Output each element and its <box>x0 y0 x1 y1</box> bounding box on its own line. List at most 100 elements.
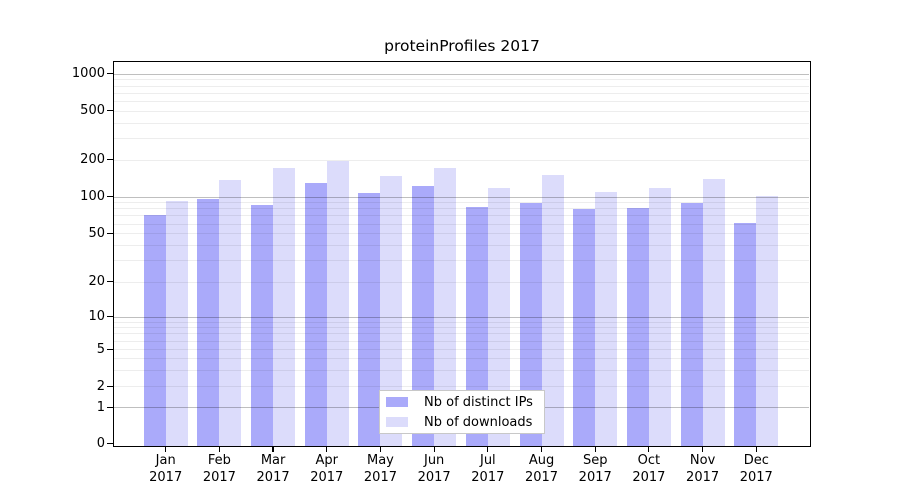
minor-gridline <box>114 260 809 262</box>
legend-label-distinct-ips: Nb of distinct IPs <box>424 394 533 410</box>
y-axis-tick-label: 100 <box>80 189 105 205</box>
x-tick-year: 2017 <box>202 469 236 485</box>
x-axis-tick-label: Jan 2017 <box>136 453 196 486</box>
bar-downloads-jan <box>165 201 188 446</box>
y-axis-tick-label: 1 <box>96 399 105 415</box>
major-gridline <box>114 196 809 198</box>
x-axis-tick-label: Feb 2017 <box>189 453 249 486</box>
major-gridline <box>114 73 809 75</box>
x-axis-tick-mark <box>326 447 328 453</box>
bar-downloads-sep <box>595 192 618 446</box>
x-tick-month: Dec <box>743 453 769 468</box>
x-tick-month: Jul <box>479 453 496 468</box>
bar-distinct-ips-oct <box>626 208 649 446</box>
bar-downloads-nov <box>702 179 725 446</box>
x-tick-month: Sep <box>582 453 608 468</box>
y-axis-tick-label: 0 <box>96 436 105 451</box>
bar-distinct-ips-jul <box>465 206 488 446</box>
minor-gridline <box>114 358 809 360</box>
x-tick-year: 2017 <box>578 469 612 485</box>
minor-gridline <box>114 138 809 140</box>
y-axis-tick-mark <box>106 110 113 112</box>
y-axis-tick-mark <box>106 348 113 350</box>
x-tick-month: Jan <box>155 453 176 468</box>
x-axis-tick-label: Nov 2017 <box>673 453 733 486</box>
minor-gridline <box>114 159 809 161</box>
bar-distinct-ips-jun <box>412 185 435 446</box>
x-tick-month: Oct <box>637 453 661 468</box>
bar-downloads-jul <box>487 188 510 446</box>
legend-item-distinct-ips: Nb of distinct IPs <box>386 395 544 410</box>
major-gridline <box>114 316 809 318</box>
y-axis-tick-mark <box>106 232 113 234</box>
legend-swatch-distinct-ips <box>386 397 408 407</box>
y-axis-tick-label: 200 <box>80 152 105 168</box>
bar-downloads-jun <box>434 167 457 446</box>
minor-gridline <box>114 85 809 87</box>
x-tick-year: 2017 <box>632 469 666 485</box>
x-tick-month: May <box>367 453 394 468</box>
y-axis-tick-mark <box>106 73 113 75</box>
x-tick-year: 2017 <box>524 469 559 485</box>
x-tick-year: 2017 <box>417 469 451 485</box>
y-axis-tick-label: 500 <box>80 103 105 119</box>
x-axis-tick-mark <box>433 447 435 453</box>
x-axis-tick-label: May 2017 <box>350 453 410 486</box>
x-tick-month: Aug <box>528 453 555 468</box>
y-axis-tick-mark <box>106 159 113 161</box>
minor-gridline <box>114 79 809 81</box>
bar-downloads-feb <box>219 179 242 446</box>
bar-downloads-aug <box>541 174 564 446</box>
minor-gridline <box>114 321 809 323</box>
minor-gridline <box>114 281 809 283</box>
x-tick-year: 2017 <box>363 469 397 485</box>
minor-gridline <box>114 208 809 210</box>
y-axis-tick-mark <box>106 406 113 408</box>
x-tick-year: 2017 <box>471 469 505 485</box>
minor-gridline <box>114 92 809 94</box>
bar-distinct-ips-aug <box>519 202 542 446</box>
y-axis-tick-label: 5 <box>96 341 105 357</box>
minor-gridline <box>114 101 809 103</box>
bar-distinct-ips-dec <box>734 222 757 446</box>
x-tick-year: 2017 <box>256 469 290 485</box>
y-axis-tick-mark <box>106 316 113 318</box>
x-axis-tick-mark <box>487 447 489 453</box>
x-tick-month: Nov <box>689 453 716 468</box>
x-axis-tick-mark <box>218 447 220 453</box>
minor-gridline <box>114 340 809 342</box>
x-axis-tick-mark <box>755 447 757 453</box>
minor-gridline <box>114 223 809 225</box>
x-tick-month: Apr <box>315 453 339 468</box>
bar-distinct-ips-nov <box>680 203 703 446</box>
minor-gridline <box>114 333 809 335</box>
x-axis-tick-label: Jul 2017 <box>458 453 518 486</box>
x-tick-year: 2017 <box>686 469 720 485</box>
x-tick-month: Feb <box>207 453 231 468</box>
minor-gridline <box>114 245 809 246</box>
bar-distinct-ips-apr <box>304 183 327 446</box>
bar-distinct-ips-sep <box>573 209 596 446</box>
y-axis-tick-mark <box>106 281 113 283</box>
bar-distinct-ips-may <box>358 192 381 446</box>
x-axis-tick-label: Apr 2017 <box>297 453 357 486</box>
bar-downloads-may <box>380 176 403 446</box>
y-axis-tick-label: 2 <box>96 378 105 394</box>
bar-distinct-ips-mar <box>251 204 274 446</box>
y-axis-tick-label: 10 <box>88 309 105 325</box>
minor-gridline <box>114 110 809 112</box>
x-tick-month: Mar <box>260 453 286 468</box>
x-axis-tick-label: Dec 2017 <box>726 453 786 486</box>
minor-gridline <box>114 327 809 329</box>
x-tick-month: Jun <box>423 453 445 468</box>
bar-distinct-ips-feb <box>197 198 220 446</box>
chart-title: proteinProfiles 2017 <box>384 37 540 55</box>
x-axis-tick-mark <box>540 447 543 453</box>
legend: Nb of distinct IPs Nb of downloads <box>379 390 545 434</box>
x-axis-tick-mark <box>379 447 382 453</box>
x-tick-year: 2017 <box>310 469 344 485</box>
minor-gridline <box>114 215 809 217</box>
x-axis-tick-label: Mar 2017 <box>243 453 303 486</box>
bar-downloads-apr <box>326 161 349 446</box>
minor-gridline <box>114 369 809 371</box>
